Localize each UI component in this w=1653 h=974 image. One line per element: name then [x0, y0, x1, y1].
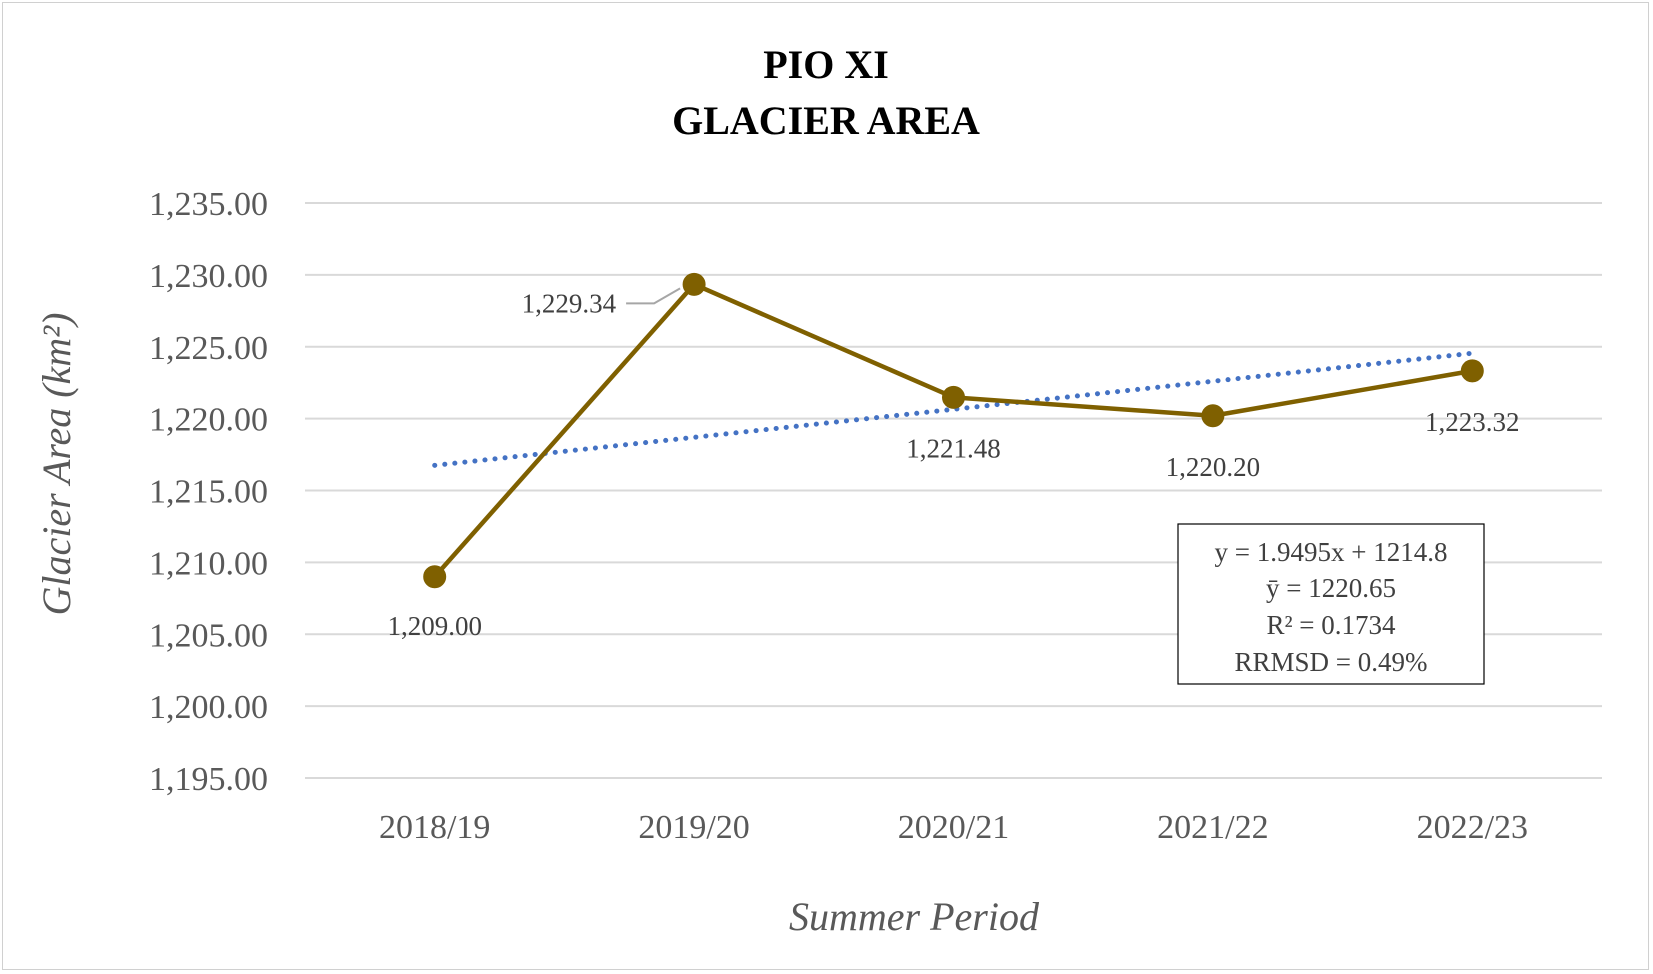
- data-label-leader-line: [626, 287, 681, 305]
- data-point: [423, 565, 447, 589]
- stats-r2: R² = 0.1734: [1266, 610, 1396, 640]
- y-tick-label: 1,220.00: [149, 402, 268, 439]
- y-tick-label: 1,200.00: [149, 689, 268, 726]
- chart-title-line1: PIO XI: [763, 42, 889, 87]
- data-label: 1,220.20: [1166, 452, 1261, 482]
- data-label: 1,209.00: [387, 611, 482, 641]
- y-tick-label: 1,210.00: [149, 545, 268, 582]
- x-tick-label: 2021/22: [1157, 809, 1268, 846]
- y-tick-label: 1,195.00: [149, 761, 268, 798]
- data-label: 1,229.34: [522, 288, 617, 318]
- data-label: 1,223.32: [1425, 407, 1520, 437]
- data-point: [942, 385, 965, 409]
- gridlines: [305, 202, 1602, 779]
- stats-box: y = 1.9495x + 1214.8 ȳ = 1220.65 R² = 0.…: [1177, 523, 1485, 685]
- x-tick-label: 2018/19: [379, 809, 490, 846]
- data-label: 1,221.48: [906, 433, 1001, 463]
- data-labels: 1,209.00 1,229.34 1,221.48 1,220.20 1,223.32: [387, 287, 1520, 641]
- stats-mean: ȳ = 1220.65: [1266, 573, 1396, 603]
- x-axis-label: Summer Period: [789, 894, 1040, 939]
- x-tick-label: 2020/21: [898, 809, 1009, 846]
- y-axis-ticks: 1,195.00 1,200.00 1,205.00 1,210.00 1,215.00…: [149, 186, 268, 798]
- x-axis-ticks: 2018/19 2019/20 2020/21 2021/22 2022/23: [379, 809, 1528, 846]
- data-point: [1201, 404, 1225, 428]
- data-point: [1460, 359, 1484, 383]
- trendline: [432, 350, 1475, 468]
- data-point: [682, 272, 706, 296]
- y-axis-label: Glacier Area (km²): [34, 312, 79, 615]
- stats-rrmsd: RRMSD = 0.49%: [1234, 647, 1427, 677]
- y-tick-label: 1,215.00: [149, 474, 268, 511]
- y-tick-label: 1,205.00: [149, 617, 268, 654]
- chart-title-line2: GLACIER AREA: [672, 98, 980, 143]
- y-tick-label: 1,235.00: [149, 186, 268, 223]
- stats-equation: y = 1.9495x + 1214.8: [1215, 537, 1448, 567]
- x-tick-label: 2022/23: [1417, 809, 1528, 846]
- x-tick-label: 2019/20: [638, 809, 749, 846]
- series-group: [423, 272, 1484, 589]
- y-tick-label: 1,225.00: [149, 330, 268, 367]
- y-tick-label: 1,230.00: [149, 258, 268, 295]
- trendline-group: [432, 350, 1475, 468]
- stats-box-border: [1177, 523, 1485, 685]
